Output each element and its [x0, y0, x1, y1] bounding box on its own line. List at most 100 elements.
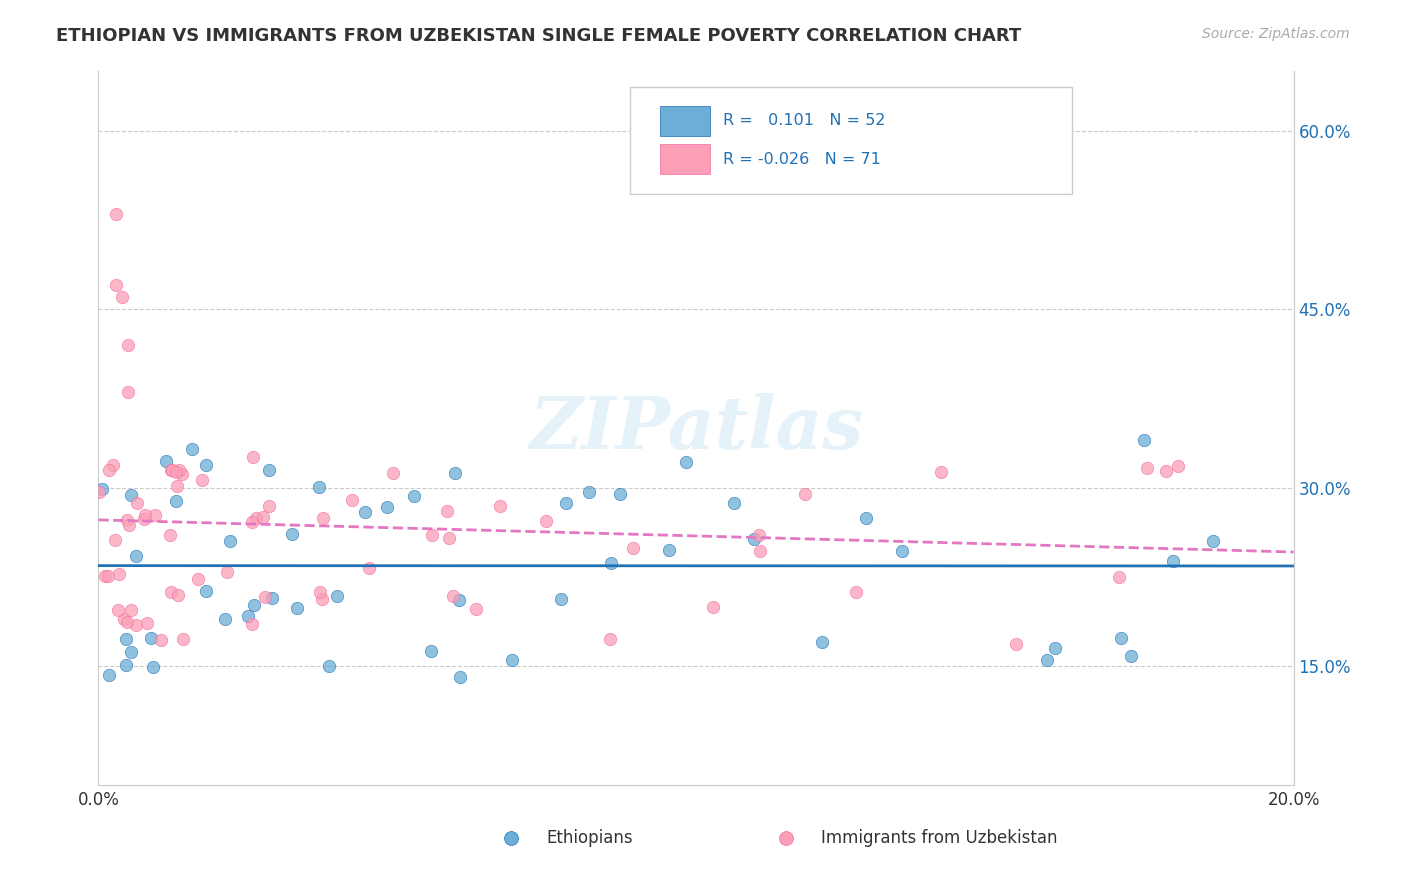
Point [87, 485, 110, 500]
Point [170, 467, 193, 482]
Point [318, 659, 340, 673]
Point [195, 584, 218, 599]
Point [748, 544, 770, 558]
Point [742, 532, 765, 546]
Point [117, 338, 139, 352]
Point [111, 290, 134, 304]
Point [105, 207, 128, 221]
Point [172, 632, 194, 647]
Text: Ethiopians: Ethiopians [547, 830, 633, 847]
Point [891, 544, 914, 558]
Point [489, 499, 512, 513]
Point [845, 585, 868, 599]
Point [1111, 632, 1133, 646]
Point [357, 560, 380, 574]
Point [381, 466, 404, 480]
Text: 20.0%: 20.0% [1267, 791, 1320, 809]
Point [501, 653, 523, 667]
Point [555, 495, 578, 509]
Point [308, 584, 330, 599]
Point [215, 565, 238, 579]
Point [257, 500, 280, 514]
Point [675, 455, 697, 469]
Text: Immigrants from Uzbekistan: Immigrants from Uzbekistan [821, 830, 1057, 847]
Point [326, 589, 349, 603]
Point [134, 508, 156, 522]
Point [599, 632, 621, 647]
Point [439, 532, 461, 546]
Point [794, 487, 817, 501]
Point [187, 573, 209, 587]
Bar [661, 105, 710, 136]
Point [465, 602, 488, 616]
Point [91, 482, 114, 496]
Point [1108, 569, 1130, 583]
Point [252, 509, 274, 524]
Point [534, 514, 557, 528]
Point [135, 616, 157, 631]
Point [1043, 641, 1066, 656]
Text: Source: ZipAtlas.com: Source: ZipAtlas.com [1202, 27, 1350, 41]
Point [436, 504, 458, 518]
Point [115, 657, 138, 672]
Point [280, 526, 302, 541]
Point [101, 458, 124, 472]
Text: ETHIOPIAN VS IMMIGRANTS FROM UZBEKISTAN SINGLE FEMALE POVERTY CORRELATION CHART: ETHIOPIAN VS IMMIGRANTS FROM UZBEKISTAN … [56, 27, 1022, 45]
Point [449, 592, 471, 607]
Point [1167, 458, 1189, 473]
Point [105, 278, 128, 293]
Text: R =   0.101   N = 52: R = 0.101 N = 52 [724, 113, 886, 128]
Point [240, 515, 263, 529]
Point [929, 465, 952, 479]
Point [285, 601, 308, 615]
Text: R = -0.026   N = 71: R = -0.026 N = 71 [724, 152, 882, 167]
Point [108, 567, 131, 582]
Point [159, 463, 181, 477]
Point [118, 518, 141, 533]
Point [165, 466, 187, 480]
Point [165, 493, 187, 508]
Point [340, 493, 363, 508]
Point [125, 496, 148, 510]
Point [160, 585, 183, 599]
Point [104, 533, 127, 547]
Point [134, 512, 156, 526]
Point [450, 670, 472, 684]
Point [107, 603, 129, 617]
Point [167, 463, 190, 477]
Point [375, 500, 398, 514]
Point [1136, 461, 1159, 475]
Point [1161, 554, 1184, 568]
Point [810, 635, 832, 649]
Point [194, 458, 217, 472]
Point [262, 591, 284, 605]
Point [420, 527, 443, 541]
Point [420, 644, 443, 658]
Point [94, 569, 117, 583]
Point [120, 603, 142, 617]
Point [120, 645, 142, 659]
Text: 0.0%: 0.0% [77, 791, 120, 809]
Point [578, 485, 600, 500]
Point [402, 489, 425, 503]
Point [191, 473, 214, 487]
Point [242, 450, 264, 464]
Bar [661, 145, 710, 174]
Point [139, 631, 162, 645]
Point [143, 508, 166, 523]
Point [117, 615, 139, 629]
Point [1005, 636, 1028, 650]
Point [159, 528, 181, 542]
Point [125, 618, 148, 632]
Point [160, 463, 183, 477]
Point [120, 488, 142, 502]
Point [214, 612, 236, 626]
Point [312, 511, 335, 525]
Point [257, 462, 280, 476]
Text: ZIPatlas: ZIPatlas [529, 392, 863, 464]
Point [441, 590, 464, 604]
FancyBboxPatch shape [630, 87, 1073, 194]
Point [600, 556, 623, 570]
Point [702, 600, 724, 615]
Point [609, 487, 631, 501]
